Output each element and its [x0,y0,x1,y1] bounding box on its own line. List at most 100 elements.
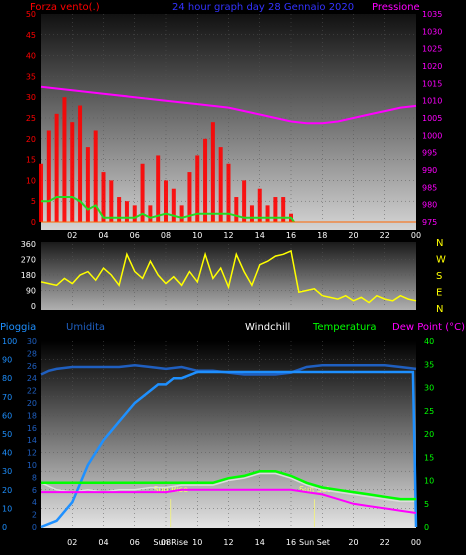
pressure-axis-label: 995 [422,149,437,158]
wind-gust-bar [109,180,114,222]
temp-axis-label: 5 [424,500,429,509]
x-tick-label: 02 [67,231,77,240]
rain-axis-label: 70 [2,393,12,402]
direction-axis-label: 180 [21,271,36,280]
x-tick-label: 16 [286,538,296,547]
x-tick-label: 10 [192,231,202,240]
direction-axis-label: 0 [31,302,36,311]
humidity-axis-label: 14 [27,436,37,445]
wind-axis-label: 35 [26,72,36,81]
dewpoint-line [41,488,417,514]
pressure-axis-label: 975 [422,218,437,227]
humidity-axis-label: 18 [27,411,37,420]
x-tick-label: 10 [192,538,202,547]
humidity-axis-label: 2 [32,511,37,520]
x-tick-label: 14 [255,231,265,240]
wind-gust-bar [164,180,168,222]
humidity-axis-label: 6 [32,486,37,495]
compass-label: N [436,304,443,315]
x-tick-label: 12 [223,231,233,240]
humidity-axis-label: 12 [27,449,37,458]
temperature-line [41,469,416,501]
x-tick-label: 16 [286,231,296,240]
pressure-axis-label: 1035 [422,10,442,19]
x-tick-label: 04 [98,231,108,240]
wind-gust-bar [70,122,75,222]
humidity-axis-label: 8 [32,473,37,482]
header-date: 24 hour graph day 28 Gennaio 2020 [172,2,354,13]
wind-gust-bar [273,197,278,222]
sun-marker-label: Sun Rise [153,485,188,494]
pressure-axis-label: 980 [422,201,437,210]
wind-gust-bar [226,163,231,222]
direction-axis-label: 270 [21,256,36,265]
wind-axis-label: 50 [26,10,36,19]
wind-gust-bar [257,188,262,222]
wind-axis-label: 5 [31,197,36,206]
rain-axis-label: 80 [2,374,12,383]
wind-gust-bar [117,197,122,222]
x-tick-label: Sun Rise [153,538,188,547]
x-tick-label: 06 [130,538,140,547]
x-tick-label: 22 [380,538,390,547]
sun-marker-label: Sun Set [299,485,330,494]
x-tick-label: Sun Set [299,538,330,547]
x-tick-label: 20 [348,538,358,547]
humidity-axis-label: 16 [27,424,37,433]
pressure-axis-label: 1030 [422,27,442,36]
pressure-axis-label: 990 [422,166,437,175]
temp-axis-label: 20 [424,430,434,439]
pressure-axis-label: 985 [422,183,437,192]
humidity-axis-label: 0 [32,523,37,532]
x-tick-label: 08 [161,538,171,547]
pressure-axis-label: 1025 [422,45,442,54]
x-tick-label: 08 [161,231,171,240]
x-tick-label: 14 [255,538,265,547]
compass-label: S [436,271,442,282]
wind-gust-bar [78,105,83,222]
temp-axis-label: 15 [424,453,434,462]
humidity-axis-label: 30 [27,337,37,346]
wind-axis-label: 25 [26,114,36,123]
temp-axis-label: 40 [424,337,434,346]
rain-axis-label: 10 [2,504,12,513]
pressure-axis-label: 1000 [422,131,442,140]
rain-axis-label: 20 [2,486,12,495]
x-tick-label: 00 [411,538,421,547]
pressure-axis-label: 1015 [422,79,442,88]
wind-gust-bar [62,97,67,222]
pressure-line [40,85,417,125]
pressure-axis-label: 1010 [422,97,442,106]
humidity-axis-label: 28 [27,349,37,358]
x-tick-label: 02 [67,538,77,547]
rain-axis-label: 100 [2,337,17,346]
wind-axis-label: 30 [26,93,36,102]
wind-gust-bar [171,188,176,222]
compass-label: W [436,255,446,266]
direction-line [40,249,417,304]
temp-axis-label: 30 [424,384,434,393]
wind-gust-bar [93,130,98,222]
wind-axis-label: 20 [26,135,36,144]
wind-gust-bar [187,172,192,222]
wind-gust-bar [242,180,247,222]
rain-line [40,370,418,529]
header-humidity: Umidita [66,322,105,333]
direction-axis-label: 90 [26,287,36,296]
temp-axis-label: 0 [424,523,429,532]
rain-axis-label: 60 [2,411,12,420]
compass-label: E [436,288,442,299]
wind-gust-bar [218,147,223,222]
wind-gust-bar [203,138,208,222]
compass-label: N [436,238,443,249]
rain-axis-label: 90 [2,356,12,365]
wind-gust-bar [132,205,137,222]
pressure-axis-label: 1020 [422,62,442,71]
wind-axis-label: 45 [26,31,36,40]
header-rain: Pioggia [0,322,36,333]
humidity-axis-label: 10 [27,461,37,470]
wind-axis-label: 10 [26,176,36,185]
humidity-axis-label: 24 [27,374,37,383]
rain-axis-label: 30 [2,467,12,476]
